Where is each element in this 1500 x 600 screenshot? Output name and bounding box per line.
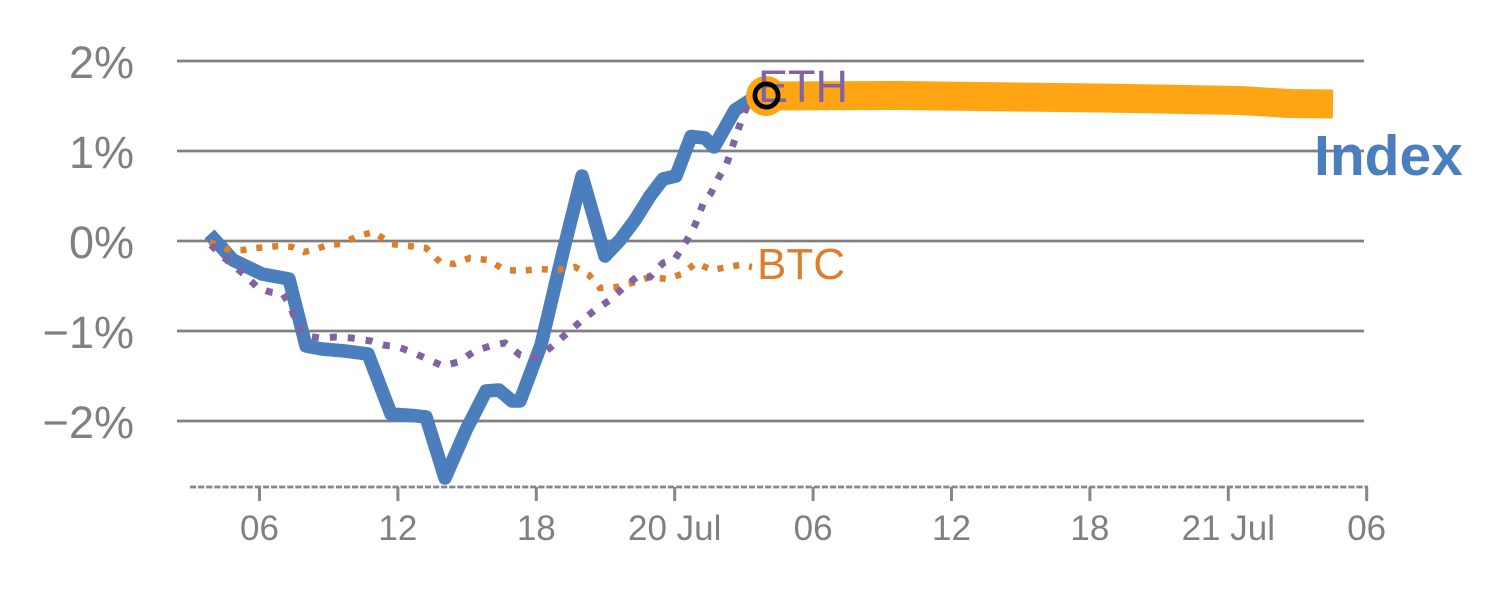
svg-text:12: 12 [378,509,417,548]
svg-text:18: 18 [1070,509,1109,548]
svg-text:21 Jul: 21 Jul [1182,509,1275,548]
svg-text:2%: 2% [69,37,134,88]
svg-text:06: 06 [1347,509,1386,548]
svg-text:−2%: −2% [43,397,134,448]
svg-text:12: 12 [932,509,971,548]
svg-text:Index: Index [1314,124,1463,188]
svg-text:18: 18 [517,509,556,548]
svg-text:0%: 0% [69,217,134,268]
svg-text:−1%: −1% [43,307,134,358]
svg-text:BTC: BTC [757,240,845,289]
svg-text:06: 06 [240,509,279,548]
svg-text:20 Jul: 20 Jul [628,509,721,548]
svg-text:06: 06 [794,509,833,548]
svg-text:1%: 1% [69,127,134,178]
